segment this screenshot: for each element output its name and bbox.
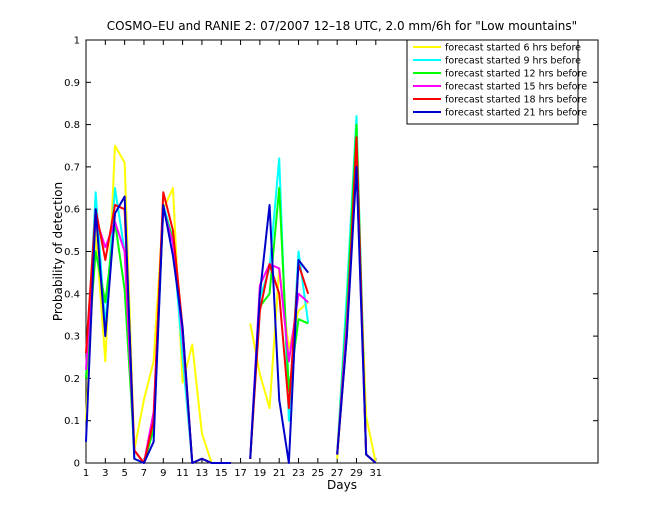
x-tick-label: 9 [160,468,166,479]
x-tick-label: 1 [83,468,89,479]
x-tick-label: 29 [350,468,363,479]
legend: forecast started 6 hrs before forecast st… [406,39,587,125]
x-tick-label: 17 [234,468,247,479]
legend-label: forecast started 18 hrs before [445,95,587,106]
x-tick-label: 25 [311,468,324,479]
y-tick-label: 0.9 [64,78,80,89]
x-tick-label: 15 [215,468,228,479]
y-tick-label: 0.2 [64,374,80,385]
x-tick-label: 23 [292,468,305,479]
y-tick-label: 0.8 [64,120,80,131]
x-tick-label: 27 [331,468,344,479]
y-tick-label: 0 [74,459,80,470]
legend-label: forecast started 12 hrs before [445,69,587,80]
legend-label: forecast started 9 hrs before [445,56,581,67]
legend-label: forecast started 21 hrs before [445,108,587,119]
x-axis-title: Days [327,478,357,492]
legend-label: forecast started 15 hrs before [445,82,587,93]
y-tick-label: 0.4 [64,289,80,300]
x-tick-label: 31 [369,468,382,479]
x-tick-label: 3 [102,468,108,479]
y-axis-title: Probability of detection [51,182,65,321]
x-tick-label: 11 [176,468,189,479]
series-lines [85,115,377,464]
series-line [85,165,377,464]
y-tick-label: 1 [74,36,80,47]
x-tick-label: 5 [121,468,127,479]
x-tick-label: 7 [141,468,147,479]
y-tick-label: 0.6 [64,205,80,216]
y-axis: 0 0.1 0.2 0.3 0.4 0.5 0.6 0.7 0.8 0.9 1 [64,36,598,470]
x-tick-label: 21 [273,468,286,479]
y-tick-label: 0.5 [64,247,80,258]
y-tick-label: 0.3 [64,332,80,343]
legend-box [406,39,579,125]
x-tick-label: 13 [196,468,209,479]
chart-title: COSMO–EU and RANIE 2: 07/2007 12–18 UTC,… [107,19,577,33]
y-tick-label: 0.7 [64,162,80,173]
y-tick-label: 0.1 [64,416,80,427]
legend-label: forecast started 6 hrs before [445,43,581,54]
x-tick-label: 19 [254,468,267,479]
